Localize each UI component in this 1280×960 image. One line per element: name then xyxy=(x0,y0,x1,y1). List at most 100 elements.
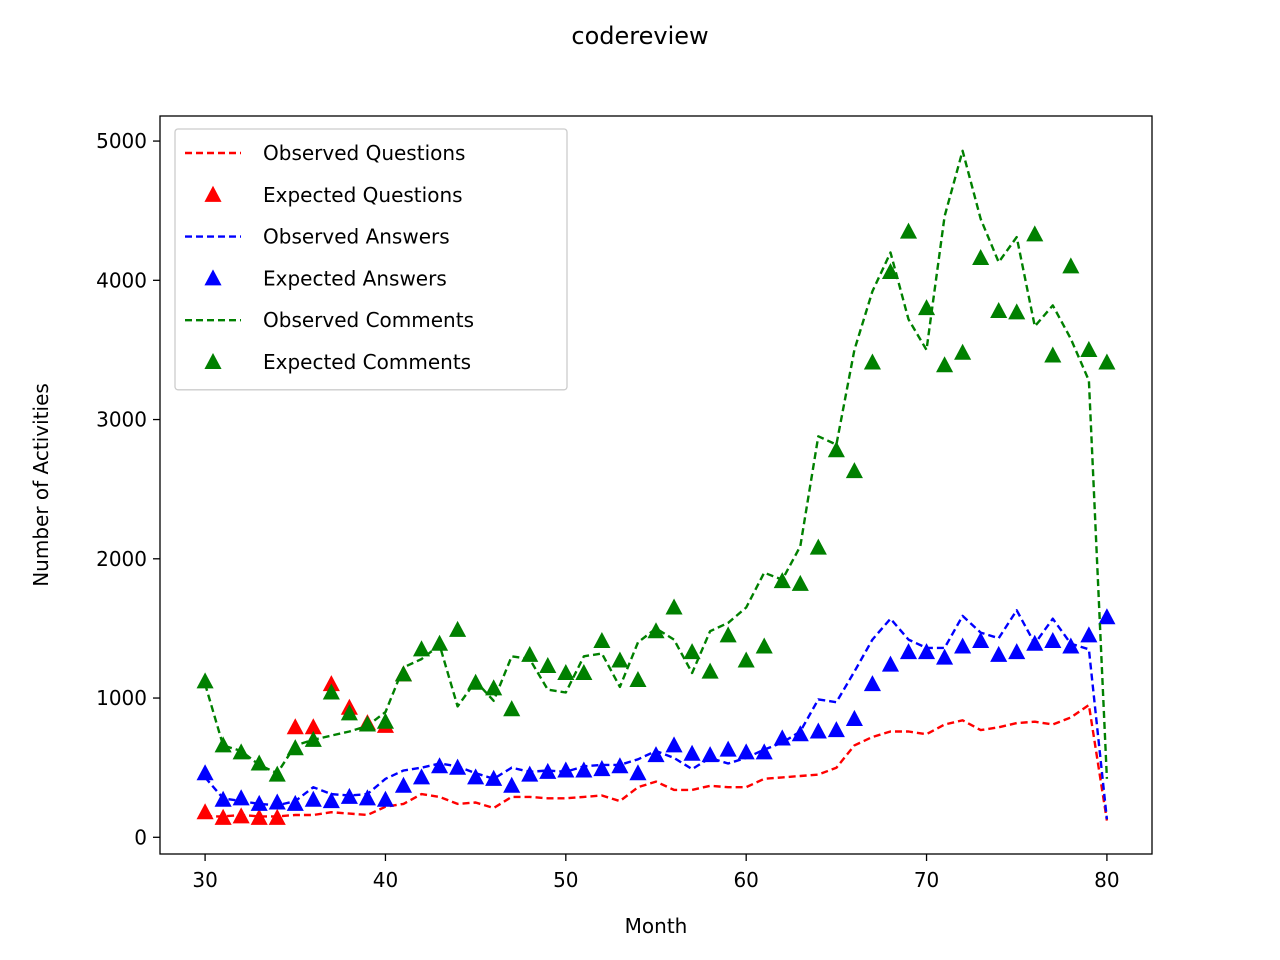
data-point xyxy=(719,626,737,643)
series-observed-comments xyxy=(203,149,1109,779)
data-point xyxy=(449,758,467,775)
x-tick-label-40: 40 xyxy=(373,868,398,892)
x-tick-label-50: 50 xyxy=(553,868,578,892)
data-point xyxy=(1026,225,1044,242)
data-point xyxy=(286,739,304,756)
data-point xyxy=(575,663,593,681)
data-point xyxy=(737,743,755,760)
data-point xyxy=(431,757,449,774)
data-point xyxy=(1062,257,1080,274)
data-point xyxy=(250,754,268,771)
data-point xyxy=(394,665,413,682)
legend-label: Observed Questions xyxy=(263,141,465,165)
legend-box xyxy=(174,128,568,391)
data-point xyxy=(791,725,809,742)
data-point xyxy=(322,675,340,692)
data-point xyxy=(990,645,1008,662)
legend-swatch-marker xyxy=(204,269,222,286)
legend-label: Expected Comments xyxy=(263,350,471,374)
legend-swatch-marker xyxy=(204,353,222,370)
data-point xyxy=(358,789,376,806)
y-tick-label-1000: 1000 xyxy=(96,686,147,710)
data-point xyxy=(809,722,827,739)
series-layer xyxy=(196,149,1116,825)
data-point xyxy=(196,803,214,820)
data-point xyxy=(954,637,972,654)
legend-label: Observed Answers xyxy=(263,225,450,249)
data-point xyxy=(196,764,214,781)
data-point xyxy=(304,790,322,807)
y-tick-label-4000: 4000 xyxy=(96,268,147,292)
data-point xyxy=(232,807,250,824)
data-point xyxy=(521,765,539,782)
legend-item: Expected Answers xyxy=(204,266,447,290)
data-point xyxy=(1062,637,1080,654)
x-tick-label-80: 80 xyxy=(1094,868,1119,892)
data-point xyxy=(214,790,232,807)
data-point xyxy=(917,643,936,660)
data-point xyxy=(611,651,629,668)
data-point xyxy=(539,657,557,674)
data-point xyxy=(683,744,701,761)
data-point xyxy=(827,441,845,458)
data-point xyxy=(755,743,773,760)
data-point xyxy=(214,736,232,753)
x-tick-label-70: 70 xyxy=(914,868,939,892)
data-point xyxy=(881,655,900,672)
data-point xyxy=(665,736,683,753)
data-point xyxy=(467,673,485,690)
data-point xyxy=(647,746,665,763)
data-point xyxy=(665,598,683,615)
data-point xyxy=(1008,643,1026,660)
data-point xyxy=(683,643,701,660)
data-point xyxy=(449,620,467,637)
data-point xyxy=(467,768,485,785)
data-point xyxy=(1098,608,1116,625)
data-point xyxy=(629,764,647,781)
data-point xyxy=(304,730,322,747)
data-point xyxy=(701,746,719,763)
y-tick-label-0: 0 xyxy=(134,825,147,849)
legend-label: Expected Answers xyxy=(263,266,447,290)
data-point xyxy=(647,622,665,639)
data-point xyxy=(773,729,791,746)
data-point xyxy=(1080,626,1098,643)
y-axis-label: Number of Activities xyxy=(29,383,53,587)
data-point xyxy=(503,700,521,717)
data-point xyxy=(322,683,340,700)
legend-item: Observed Comments xyxy=(185,308,474,332)
series-line xyxy=(205,703,1109,821)
data-point xyxy=(917,299,936,316)
data-point xyxy=(827,721,845,738)
data-point xyxy=(972,631,990,648)
data-point xyxy=(936,356,954,373)
data-point xyxy=(394,776,413,793)
legend-swatch-marker xyxy=(204,185,222,202)
data-point xyxy=(412,768,431,785)
data-point xyxy=(1044,346,1062,363)
data-point xyxy=(881,262,900,279)
data-point xyxy=(845,709,863,726)
data-point xyxy=(863,353,881,370)
data-point xyxy=(539,762,557,779)
data-point xyxy=(809,538,827,555)
data-point xyxy=(755,637,773,654)
data-point xyxy=(268,808,286,825)
data-point xyxy=(719,740,737,757)
data-point xyxy=(322,792,340,809)
data-point xyxy=(701,662,719,679)
data-point xyxy=(773,572,791,589)
data-point xyxy=(611,757,629,774)
data-point xyxy=(503,776,521,793)
data-point xyxy=(954,343,972,360)
axes-layer: 30 40 50 60 70 80 0 1000 2000 3000 4000 5000 xyxy=(96,129,1120,892)
data-point xyxy=(936,648,954,665)
data-point xyxy=(286,718,304,735)
data-point xyxy=(593,631,611,648)
data-point xyxy=(1044,631,1062,648)
data-point xyxy=(575,761,593,778)
legend-label: Expected Questions xyxy=(263,183,463,207)
data-point xyxy=(629,670,647,687)
data-point xyxy=(250,808,268,825)
